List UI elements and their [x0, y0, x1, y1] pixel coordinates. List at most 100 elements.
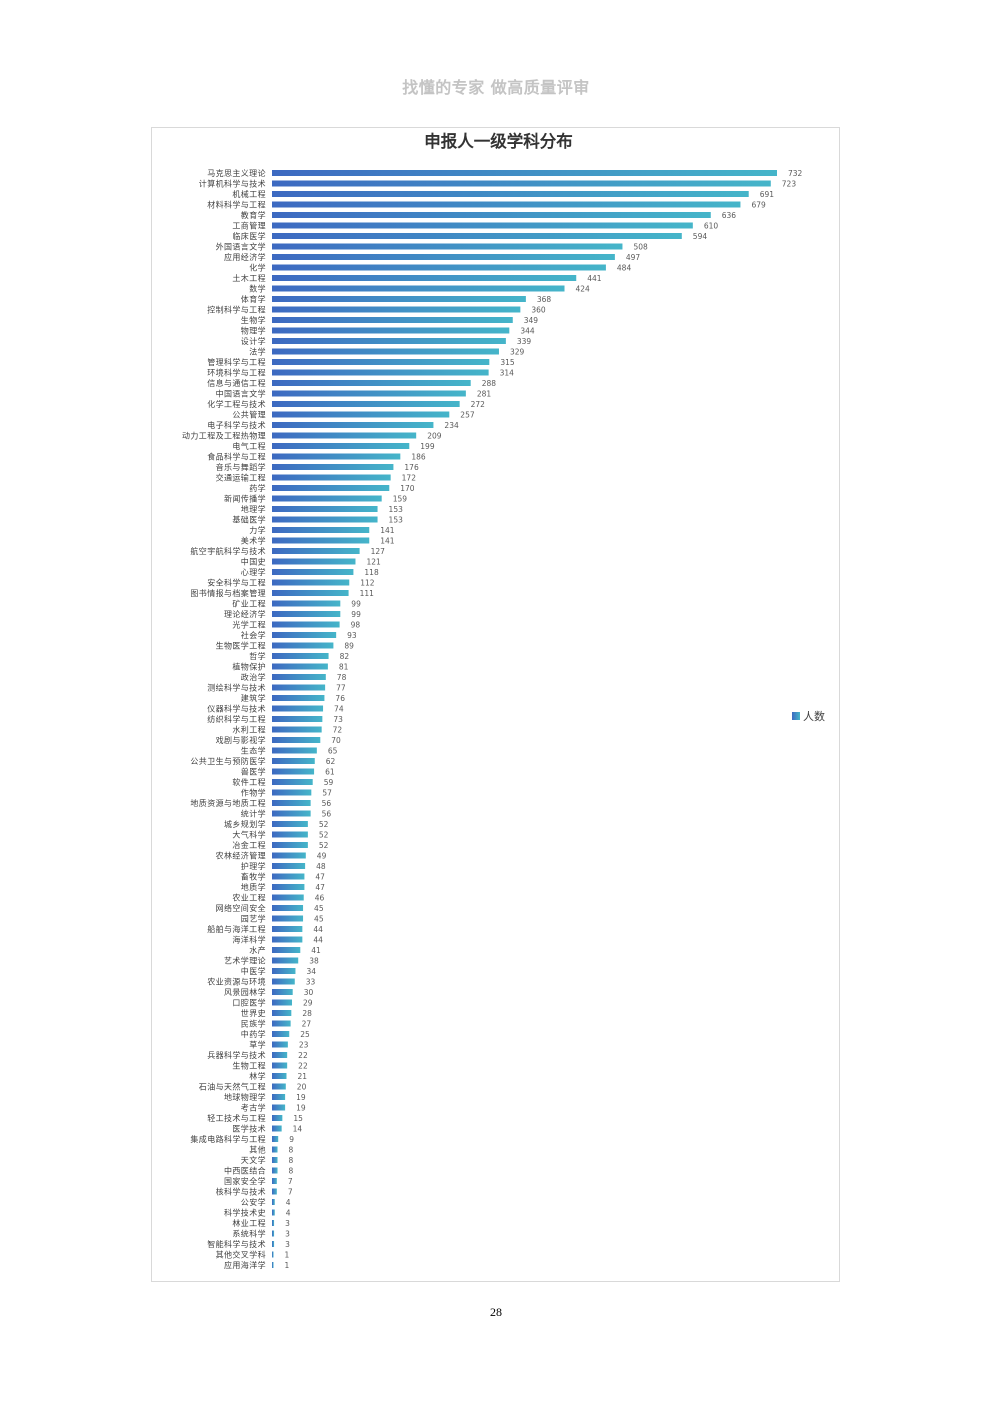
bar-row: 中西医结合 8	[224, 1166, 294, 1176]
category-label: 林业工程	[232, 1218, 266, 1228]
bar	[272, 663, 328, 670]
category-label: 兽医学	[241, 767, 266, 777]
bar-row: 中医学 34	[241, 966, 316, 976]
bar	[272, 411, 450, 418]
category-label: 计算机科学与技术	[199, 179, 266, 189]
bar-row: 机械工程 691	[232, 189, 774, 199]
bar	[272, 968, 296, 974]
value-label: 153	[389, 515, 404, 524]
bar	[272, 485, 390, 491]
value-label: 56	[322, 809, 332, 818]
bar-row: 药学 170	[249, 483, 415, 493]
category-label: 网络空间安全	[216, 903, 266, 913]
bar-row: 草学 23	[249, 1040, 308, 1050]
bar	[272, 873, 305, 880]
bar	[272, 957, 299, 964]
bar	[272, 779, 313, 785]
category-label: 地质资源与地质工程	[190, 798, 266, 808]
category-label: 科学技术史	[224, 1208, 266, 1218]
category-label: 统计学	[241, 809, 266, 819]
bar-row: 生物工程 22	[232, 1061, 308, 1071]
bar	[272, 233, 682, 239]
bar	[272, 1136, 279, 1142]
bar-row: 农业资源与环境 33	[207, 977, 315, 987]
bar-row: 核科学与技术 7	[216, 1187, 293, 1197]
category-label: 社会学	[241, 630, 266, 640]
category-label: 护理学	[241, 861, 266, 871]
bar-row: 交通运输工程 172	[216, 473, 417, 483]
value-label: 153	[389, 505, 404, 514]
value-label: 44	[313, 925, 323, 934]
value-label: 28	[302, 1009, 312, 1018]
bar	[272, 600, 341, 607]
bar-row: 建筑学 76	[241, 693, 345, 703]
value-label: 70	[331, 736, 341, 745]
bar-row: 戏剧与影视学 70	[216, 735, 341, 745]
value-label: 288	[482, 379, 497, 388]
bar	[272, 464, 394, 470]
bar	[272, 684, 326, 691]
bar-row: 安全科学与工程 112	[207, 578, 375, 588]
bar-row: 数学 424	[249, 284, 590, 294]
bar	[272, 810, 311, 817]
bar-row: 考古学 19	[241, 1103, 306, 1113]
category-label: 临床医学	[232, 231, 266, 241]
bar-row: 林学 21	[249, 1071, 307, 1081]
category-label: 水利工程	[232, 725, 266, 735]
bar-row: 食品科学与工程 186	[207, 452, 426, 462]
value-label: 78	[337, 673, 347, 682]
value-label: 9	[289, 1135, 294, 1144]
bar-row: 外国语言文学 508	[216, 242, 648, 252]
bar	[272, 222, 693, 229]
bar	[272, 1209, 275, 1216]
bar-row: 口腔医学 29	[232, 998, 312, 1008]
category-label: 数学	[249, 284, 266, 294]
bar-row: 哲学 82	[249, 651, 349, 661]
bar-row: 体育学 368	[241, 294, 552, 304]
bar-row: 天文学 8	[241, 1155, 294, 1165]
bar-row: 电子科学与技术 234	[207, 420, 459, 430]
value-label: 344	[520, 326, 535, 335]
bar-row: 新闻传播学 159	[224, 494, 407, 504]
value-label: 19	[296, 1103, 306, 1112]
category-label: 音乐与舞蹈学	[216, 462, 266, 472]
category-label: 中国语言文学	[216, 389, 266, 399]
bar-row: 力学 141	[249, 525, 395, 535]
category-label: 动力工程及工程热物理	[182, 431, 266, 441]
category-label: 管理科学与工程	[207, 357, 266, 367]
bar	[272, 254, 615, 260]
category-label: 应用海洋学	[224, 1260, 266, 1270]
value-label: 170	[400, 484, 415, 493]
category-label: 大气科学	[232, 830, 266, 840]
bar-row: 地质资源与地质工程 56	[190, 798, 331, 808]
bar-row: 应用经济学 497	[224, 252, 640, 262]
bar-row: 网络空间安全 45	[216, 903, 324, 913]
bar-row: 基础医学 153	[232, 515, 403, 525]
bar-row: 民族学 27	[241, 1019, 312, 1029]
value-label: 49	[317, 851, 327, 860]
category-label: 轻工技术与工程	[207, 1113, 266, 1123]
bar	[272, 1241, 275, 1247]
category-label: 中药学	[241, 1029, 266, 1039]
bar-row: 科学技术史 4	[224, 1208, 291, 1218]
bar	[272, 1104, 286, 1111]
category-label: 控制科学与工程	[207, 305, 266, 315]
bar-row: 中药学 25	[241, 1029, 310, 1039]
value-label: 329	[510, 347, 525, 356]
bar	[272, 737, 321, 743]
bar	[272, 726, 322, 733]
category-label: 城乡规划学	[224, 819, 266, 829]
value-label: 34	[306, 967, 316, 976]
value-label: 339	[517, 337, 532, 346]
bar	[272, 1031, 290, 1037]
category-label: 天文学	[241, 1155, 266, 1165]
category-label: 公安学	[241, 1197, 266, 1207]
bar-row: 信息与通信工程 288	[207, 378, 496, 388]
category-label: 矿业工程	[232, 599, 266, 609]
bar-row: 其他交叉学科 1	[216, 1250, 290, 1260]
chart-frame: 申报人一级学科分布 马克思主义理论 732 计算机科学与技术 723 机械工程 691 材料…	[151, 127, 840, 1282]
bar	[272, 495, 382, 502]
bar	[272, 1262, 274, 1268]
category-label: 化学	[249, 263, 266, 273]
value-label: 52	[319, 820, 329, 829]
